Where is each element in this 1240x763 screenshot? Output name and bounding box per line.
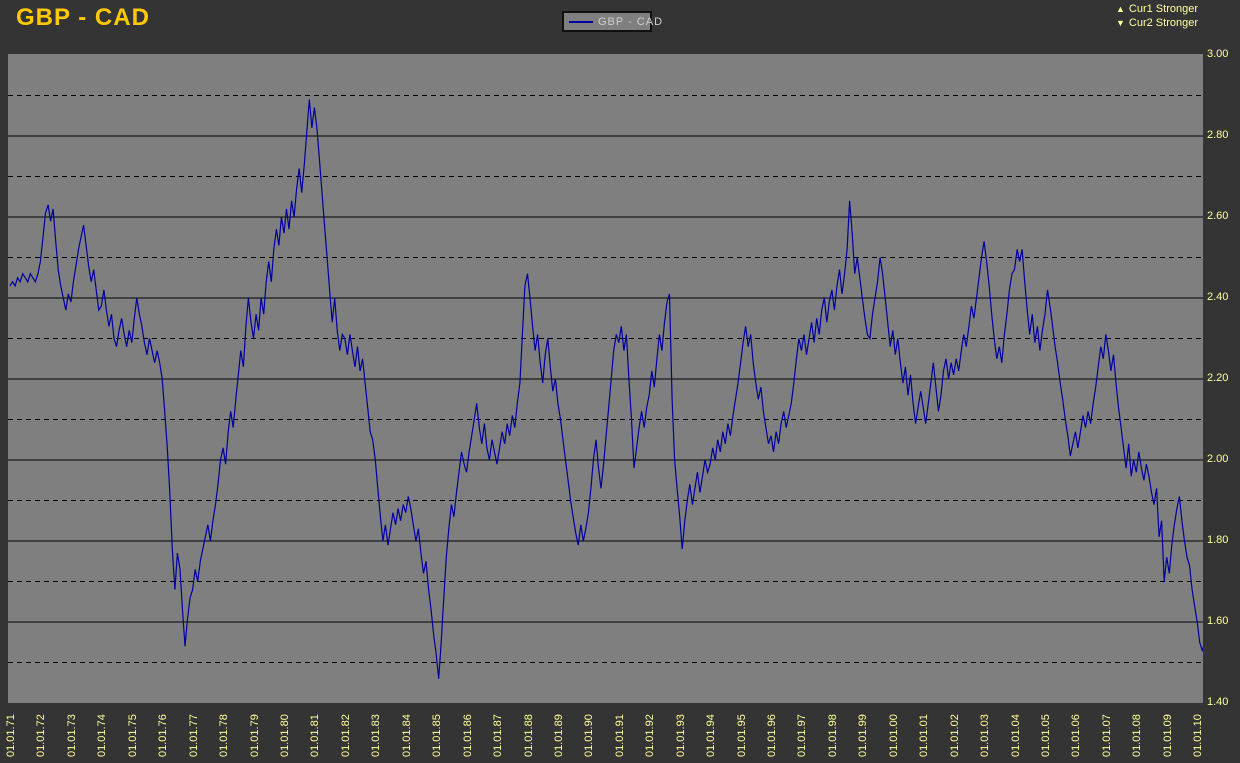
x-tick-label: 01.01.99 xyxy=(857,714,870,757)
y-tick-label: 2.80 xyxy=(1207,129,1229,141)
x-tick-label: 01.01.98 xyxy=(826,714,839,757)
cur2-stronger-text: Cur2 Stronger xyxy=(1128,17,1198,29)
x-tick-label: 01.01.75 xyxy=(126,714,139,757)
page-title: GBP - CAD xyxy=(16,4,150,31)
x-tick-label: 01.01.08 xyxy=(1131,714,1144,757)
x-tick-label: 01.01.89 xyxy=(552,714,565,757)
cur2-stronger-label: ▼ Cur2 Stronger xyxy=(1116,16,1198,30)
x-tick-label: 01.01.88 xyxy=(522,714,535,757)
x-tick-label: 01.01.00 xyxy=(887,714,900,757)
y-tick-label: 1.80 xyxy=(1207,534,1229,546)
up-triangle-icon: ▲ xyxy=(1115,4,1125,14)
y-tick-label: 2.20 xyxy=(1207,372,1229,384)
x-tick-label: 01.01.85 xyxy=(431,714,444,757)
y-tick-label: 2.00 xyxy=(1207,453,1229,465)
y-tick-label: 1.40 xyxy=(1207,696,1229,708)
cur1-stronger-text: Cur1 Stronger xyxy=(1128,3,1198,15)
x-tick-label: 01.01.94 xyxy=(705,714,718,757)
x-tick-label: 01.01.86 xyxy=(461,714,474,757)
chart-canvas[interactable] xyxy=(8,54,1203,703)
x-tick-label: 01.01.79 xyxy=(248,714,261,757)
x-tick-label: 01.01.91 xyxy=(613,714,626,757)
y-tick-label: 3.00 xyxy=(1207,48,1229,60)
x-tick-label: 01.01.74 xyxy=(96,714,109,757)
x-tick-label: 01.01.04 xyxy=(1009,714,1022,757)
legend-line-sample-icon xyxy=(569,20,593,23)
x-tick-label: 01.01.73 xyxy=(65,714,78,757)
x-tick-label: 01.01.06 xyxy=(1070,714,1083,757)
x-tick-label: 01.01.84 xyxy=(400,714,413,757)
plot-area[interactable] xyxy=(8,54,1203,703)
x-tick-label: 01.01.01 xyxy=(918,714,931,757)
cur1-stronger-label: ▲ Cur1 Stronger xyxy=(1116,2,1198,16)
x-tick-label: 01.01.09 xyxy=(1161,714,1174,757)
x-tick-label: 01.01.87 xyxy=(492,714,504,757)
x-tick-label: 01.01.90 xyxy=(583,714,596,757)
x-tick-label: 01.01.77 xyxy=(187,714,200,757)
y-tick-label: 2.40 xyxy=(1207,291,1229,303)
direction-key: ▲ Cur1 Stronger ▼ Cur2 Stronger xyxy=(1116,2,1198,30)
x-tick-label: 01.01.92 xyxy=(644,714,657,757)
x-tick-label: 01.01.03 xyxy=(979,714,992,757)
x-tick-label: 01.01.82 xyxy=(339,714,352,757)
price-line-gbp-cad xyxy=(9,99,1203,679)
x-tick-label: 01.01.80 xyxy=(279,714,291,757)
x-tick-label: 01.01.81 xyxy=(309,714,322,757)
y-tick-label: 2.60 xyxy=(1207,210,1229,222)
x-tick-label: 01.01.97 xyxy=(796,714,809,757)
legend: GBP - CAD xyxy=(562,11,662,32)
x-tick-label: 01.01.72 xyxy=(35,714,48,757)
x-tick-label: 01.01.02 xyxy=(948,714,961,757)
x-tick-label: 01.01.95 xyxy=(735,714,748,757)
x-tick-label: 01.01.10 xyxy=(1192,714,1205,757)
x-tick-label: 01.01.78 xyxy=(218,714,231,757)
x-tick-label: 01.01.83 xyxy=(370,714,383,757)
x-tick-label: 01.01.93 xyxy=(674,714,687,757)
x-tick-label: 01.01.96 xyxy=(766,714,778,757)
x-tick-label: 01.01.71 xyxy=(5,714,17,757)
x-tick-label: 01.01.05 xyxy=(1040,714,1052,757)
down-triangle-icon: ▼ xyxy=(1115,18,1125,28)
x-tick-label: 01.01.76 xyxy=(157,714,170,757)
legend-label: GBP - CAD xyxy=(598,15,664,28)
x-tick-label: 01.01.07 xyxy=(1100,714,1113,757)
y-tick-label: 1.60 xyxy=(1207,615,1229,627)
